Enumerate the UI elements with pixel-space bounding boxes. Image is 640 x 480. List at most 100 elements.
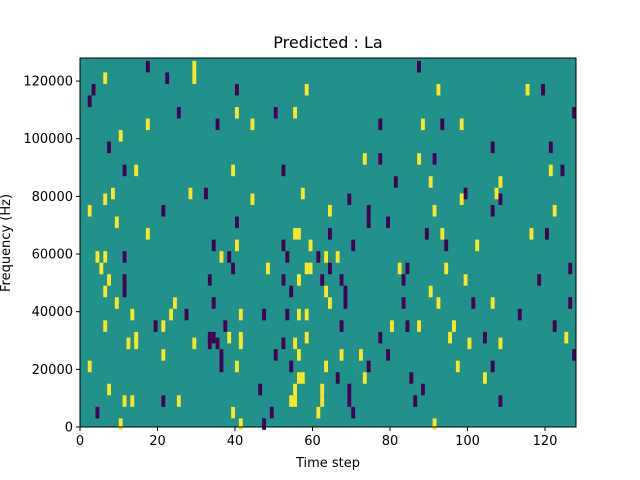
- heatmap-cell: [351, 239, 356, 252]
- heatmap-cell: [130, 308, 135, 321]
- heatmap-cell: [145, 60, 150, 73]
- heatmap-cell: [328, 297, 332, 309]
- heatmap-cell: [227, 251, 232, 263]
- heatmap-cell: [413, 395, 418, 407]
- x-tick-label: 20: [149, 434, 166, 449]
- y-tick-label: 60000: [32, 248, 73, 263]
- x-tick-label: 40: [227, 434, 244, 449]
- heatmap-cell: [122, 274, 127, 286]
- heatmap-cell: [362, 372, 367, 384]
- heatmap-cell: [324, 251, 328, 263]
- heatmap-cell: [107, 141, 111, 154]
- heatmap-cell: [525, 83, 530, 96]
- heatmap-cell: [366, 205, 371, 217]
- heatmap-cell: [122, 285, 127, 298]
- heatmap-cell: [297, 372, 301, 384]
- heatmap-cell: [238, 337, 243, 350]
- heatmap-cell: [339, 274, 344, 286]
- heatmap-cell: [103, 251, 108, 263]
- heatmap-cell: [436, 297, 441, 309]
- heatmap-cell: [517, 308, 522, 321]
- heatmap-cell: [153, 320, 158, 332]
- heatmap-cell: [126, 337, 131, 350]
- heatmap-cell: [235, 360, 239, 373]
- x-tick-label: 0: [76, 434, 84, 449]
- heatmap-cell: [459, 118, 464, 131]
- heatmap-cell: [122, 164, 127, 177]
- heatmap-cell: [176, 107, 181, 119]
- heatmap-cell: [366, 360, 371, 373]
- heatmap-cell: [328, 262, 332, 275]
- heatmap-cell: [308, 262, 313, 275]
- heatmap-cell: [308, 239, 313, 252]
- heatmap-cell: [173, 297, 177, 309]
- heatmap-cell: [432, 205, 437, 217]
- heatmap-cell: [114, 297, 119, 309]
- heatmap-cell: [289, 395, 294, 407]
- heatmap-cell: [114, 216, 119, 229]
- heatmap-cell: [347, 383, 352, 396]
- heatmap-cell: [320, 274, 325, 286]
- heatmap-cell: [320, 395, 325, 407]
- heatmap-cell: [176, 395, 181, 407]
- heatmap-cell: [490, 360, 495, 373]
- heatmap-cell: [328, 228, 332, 240]
- heatmap-cell: [452, 320, 456, 332]
- heatmap-cell: [235, 83, 239, 96]
- heatmap-cell: [161, 320, 166, 332]
- heatmap-cell: [134, 164, 139, 177]
- heatmap-cell: [281, 239, 286, 252]
- heatmap-cell: [351, 406, 356, 419]
- heatmap-cell: [235, 216, 239, 229]
- heatmap-cell: [552, 320, 557, 332]
- heatmap-cell: [293, 228, 297, 240]
- heatmap-cell: [192, 72, 197, 84]
- heatmap-cell: [161, 205, 166, 217]
- x-tick-label: 60: [304, 434, 321, 449]
- y-tick-label: 40000: [32, 305, 73, 320]
- x-tick-label: 100: [455, 434, 480, 449]
- heatmap-cell: [440, 228, 445, 240]
- heatmap-cell: [568, 262, 573, 275]
- heatmap-cell: [103, 285, 108, 298]
- heatmap-cell: [560, 164, 565, 177]
- heatmap-cell: [87, 95, 92, 108]
- heatmap-cell: [304, 308, 309, 321]
- heatmap-cell: [498, 337, 503, 350]
- heatmap-cell: [250, 193, 255, 206]
- heatmap-cell: [215, 337, 220, 350]
- heatmap-cell: [192, 60, 197, 73]
- heatmap-cell: [297, 228, 301, 240]
- heatmap-cell: [405, 320, 410, 332]
- heatmap-cell: [409, 372, 414, 384]
- heatmap-cell: [219, 251, 224, 263]
- heatmap-cell: [161, 349, 166, 361]
- heatmap-cell: [467, 337, 472, 350]
- heatmap-cell: [335, 251, 340, 263]
- heatmap-cell: [498, 193, 503, 206]
- heatmap-cell: [378, 153, 383, 165]
- heatmap-cell: [293, 383, 297, 396]
- heatmap-cell: [289, 285, 294, 298]
- heatmap-cell: [297, 349, 301, 361]
- heatmap-cell: [211, 297, 216, 309]
- x-tick-label: 120: [533, 434, 558, 449]
- x-axis-label: Time step: [295, 456, 360, 471]
- heatmap-cell: [397, 262, 402, 275]
- heatmap-cell: [529, 228, 534, 240]
- heatmap-cell: [211, 239, 216, 252]
- heatmap-cell: [572, 349, 576, 361]
- heatmap-cell: [169, 308, 173, 321]
- y-tick-label: 20000: [32, 363, 73, 378]
- heatmap-cell: [362, 153, 367, 165]
- heatmap-cell: [386, 216, 390, 229]
- heatmap-cell: [459, 193, 464, 206]
- heatmap-cell: [281, 164, 286, 177]
- heatmap-cell: [498, 176, 503, 188]
- heatmap-cell: [99, 262, 104, 275]
- chart-title: Predicted : La: [273, 33, 382, 52]
- heatmap-cell: [552, 205, 557, 217]
- heatmap-cell: [145, 228, 150, 240]
- heatmap-cell: [273, 349, 278, 361]
